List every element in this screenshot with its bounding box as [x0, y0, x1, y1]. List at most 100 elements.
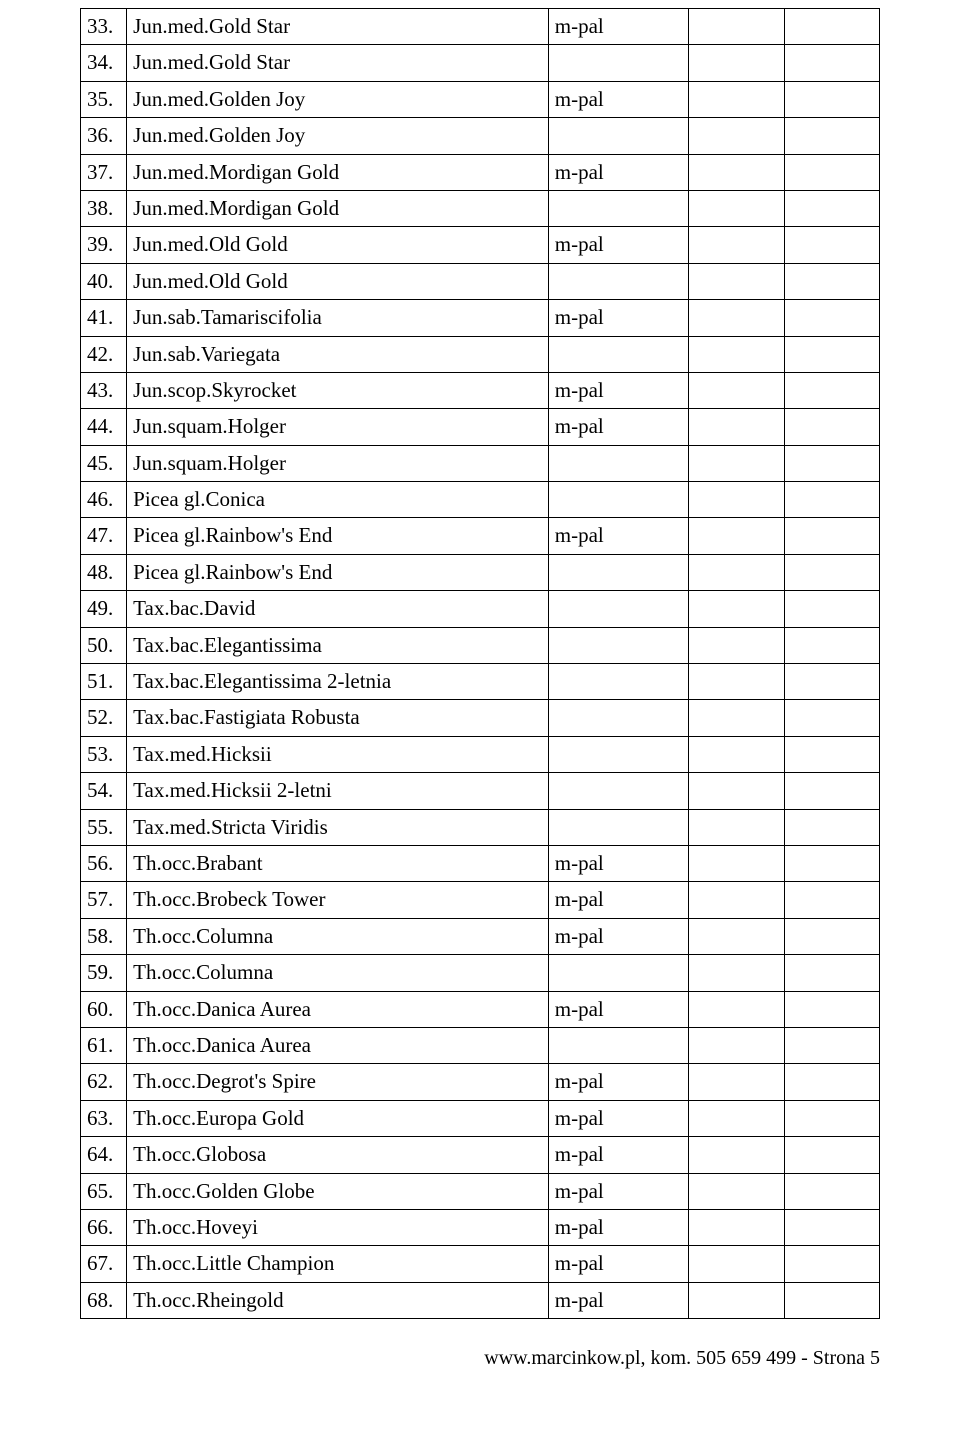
plant-name: Tax.bac.Fastigiata Robusta [127, 700, 549, 736]
row-number: 45. [81, 445, 127, 481]
table-row: 46.Picea gl.Conica [81, 482, 880, 518]
empty-cell [689, 627, 784, 663]
plant-note: m-pal [548, 1246, 689, 1282]
table-row: 58.Th.occ.Columnam-pal [81, 918, 880, 954]
empty-cell [784, 554, 879, 590]
plant-name: Jun.squam.Holger [127, 445, 549, 481]
plant-name: Tax.med.Stricta Viridis [127, 809, 549, 845]
empty-cell [784, 1027, 879, 1063]
row-number: 57. [81, 882, 127, 918]
plant-name: Picea gl.Rainbow's End [127, 518, 549, 554]
empty-cell [689, 700, 784, 736]
row-number: 40. [81, 263, 127, 299]
plant-name: Jun.med.Gold Star [127, 9, 549, 45]
row-number: 49. [81, 591, 127, 627]
empty-cell [689, 336, 784, 372]
row-number: 52. [81, 700, 127, 736]
plant-note [548, 700, 689, 736]
plant-name: Jun.med.Gold Star [127, 45, 549, 81]
table-row: 34.Jun.med.Gold Star [81, 45, 880, 81]
empty-cell [784, 518, 879, 554]
plant-note [548, 1027, 689, 1063]
plant-name: Jun.med.Old Gold [127, 227, 549, 263]
empty-cell [784, 664, 879, 700]
plant-note [548, 263, 689, 299]
plant-note: m-pal [548, 9, 689, 45]
empty-cell [784, 1282, 879, 1318]
empty-cell [689, 518, 784, 554]
empty-cell [784, 809, 879, 845]
plant-note [548, 336, 689, 372]
table-row: 38.Jun.med.Mordigan Gold [81, 190, 880, 226]
empty-cell [689, 263, 784, 299]
plant-note [548, 773, 689, 809]
plant-note [548, 955, 689, 991]
table-row: 39.Jun.med.Old Goldm-pal [81, 227, 880, 263]
plant-note [548, 118, 689, 154]
empty-cell [784, 1246, 879, 1282]
plant-name: Tax.bac.Elegantissima 2-letnia [127, 664, 549, 700]
row-number: 47. [81, 518, 127, 554]
empty-cell [784, 627, 879, 663]
empty-cell [784, 991, 879, 1027]
plant-note: m-pal [548, 372, 689, 408]
table-row: 33.Jun.med.Gold Starm-pal [81, 9, 880, 45]
empty-cell [784, 591, 879, 627]
row-number: 63. [81, 1100, 127, 1136]
empty-cell [689, 991, 784, 1027]
empty-cell [689, 773, 784, 809]
plant-name: Jun.sab.Tamariscifolia [127, 300, 549, 336]
empty-cell [689, 372, 784, 408]
empty-cell [689, 1246, 784, 1282]
plant-name: Jun.med.Mordigan Gold [127, 154, 549, 190]
plant-note [548, 627, 689, 663]
empty-cell [689, 1064, 784, 1100]
plant-note [548, 45, 689, 81]
empty-cell [784, 336, 879, 372]
row-number: 35. [81, 81, 127, 117]
table-row: 62.Th.occ.Degrot's Spirem-pal [81, 1064, 880, 1100]
table-row: 51.Tax.bac.Elegantissima 2-letnia [81, 664, 880, 700]
footer-text: www.marcinkow.pl, kom. 505 659 499 - Str… [484, 1347, 880, 1369]
table-row: 35.Jun.med.Golden Joym-pal [81, 81, 880, 117]
table-row: 64.Th.occ.Globosam-pal [81, 1137, 880, 1173]
plant-name: Jun.med.Golden Joy [127, 81, 549, 117]
row-number: 62. [81, 1064, 127, 1100]
plant-name: Picea gl.Conica [127, 482, 549, 518]
plant-note: m-pal [548, 227, 689, 263]
table-row: 67.Th.occ.Little Championm-pal [81, 1246, 880, 1282]
plant-name: Picea gl.Rainbow's End [127, 554, 549, 590]
plant-name: Th.occ.Columna [127, 918, 549, 954]
empty-cell [784, 300, 879, 336]
row-number: 56. [81, 845, 127, 881]
empty-cell [689, 1027, 784, 1063]
empty-cell [689, 445, 784, 481]
plant-name: Jun.scop.Skyrocket [127, 372, 549, 408]
row-number: 66. [81, 1209, 127, 1245]
row-number: 50. [81, 627, 127, 663]
plant-name: Th.occ.Europa Gold [127, 1100, 549, 1136]
row-number: 42. [81, 336, 127, 372]
empty-cell [689, 45, 784, 81]
table-row: 36.Jun.med.Golden Joy [81, 118, 880, 154]
empty-cell [784, 263, 879, 299]
row-number: 44. [81, 409, 127, 445]
plant-note: m-pal [548, 1282, 689, 1318]
row-number: 67. [81, 1246, 127, 1282]
empty-cell [689, 591, 784, 627]
table-row: 52.Tax.bac.Fastigiata Robusta [81, 700, 880, 736]
plant-note [548, 591, 689, 627]
row-number: 37. [81, 154, 127, 190]
plant-note: m-pal [548, 1100, 689, 1136]
table-row: 55.Tax.med.Stricta Viridis [81, 809, 880, 845]
empty-cell [784, 9, 879, 45]
row-number: 48. [81, 554, 127, 590]
empty-cell [784, 45, 879, 81]
row-number: 58. [81, 918, 127, 954]
plant-name: Th.occ.Danica Aurea [127, 1027, 549, 1063]
empty-cell [689, 1282, 784, 1318]
empty-cell [689, 118, 784, 154]
plant-name: Th.occ.Golden Globe [127, 1173, 549, 1209]
row-number: 34. [81, 45, 127, 81]
empty-cell [689, 9, 784, 45]
